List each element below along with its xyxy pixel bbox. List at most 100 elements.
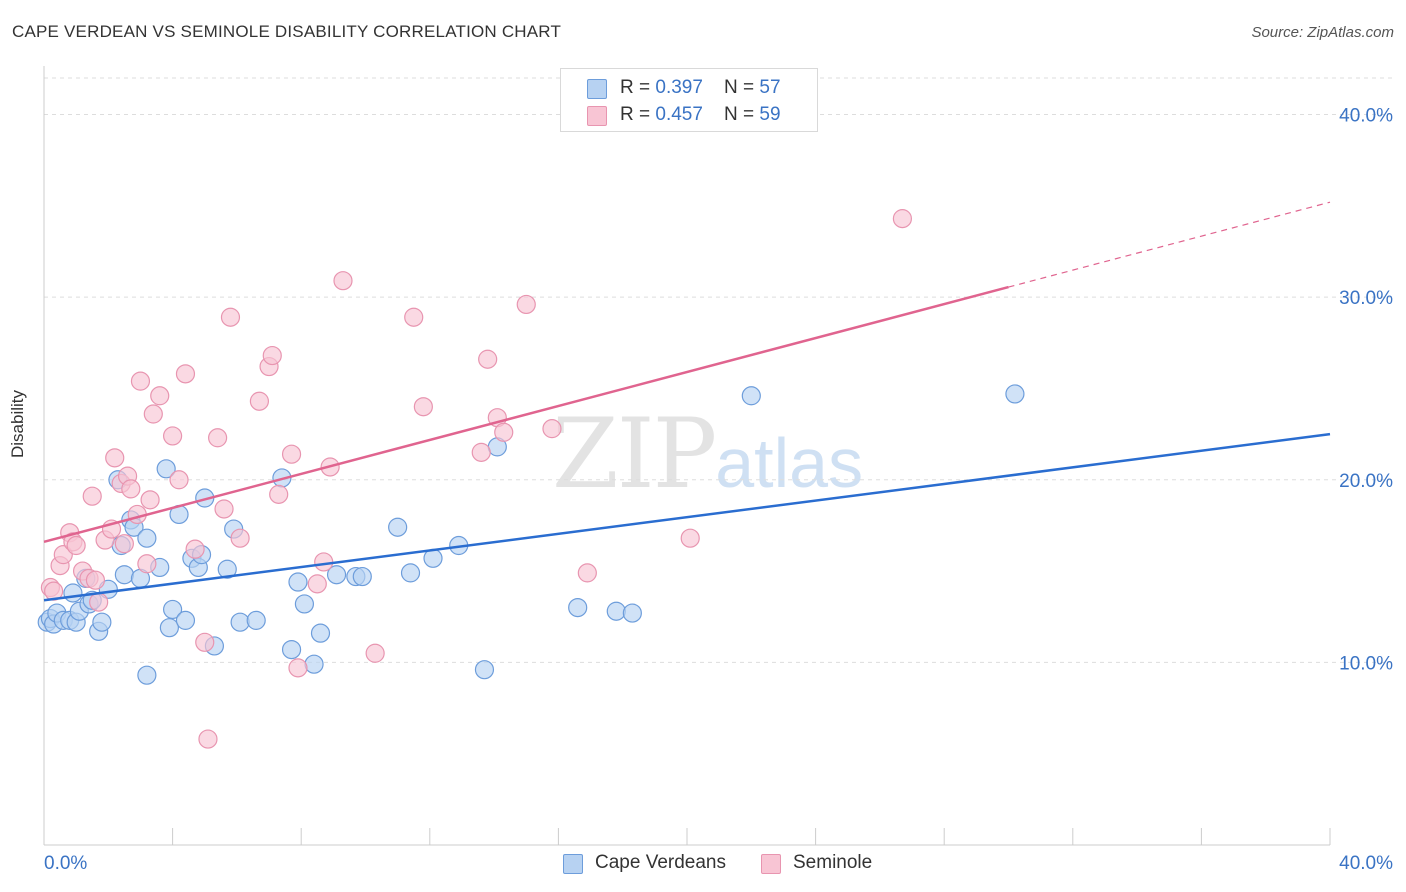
cape-verdeans-point — [246, 610, 266, 630]
source-credit: Source: ZipAtlas.com — [1251, 24, 1394, 41]
trend-lines — [43, 201, 1331, 602]
seminole-point — [105, 448, 125, 468]
cape-verdeans-point — [137, 665, 157, 685]
seminole-points — [40, 209, 913, 749]
cape-verdeans-point — [568, 597, 588, 618]
tick-labels: 10.0% 20.0% 30.0% 40.0% 0.0% 40.0% — [44, 106, 1393, 874]
seminole-point — [314, 552, 334, 572]
seminole-point — [66, 535, 86, 556]
y-axis-label: Disability — [8, 389, 27, 458]
cape-verdeans-point — [388, 517, 408, 537]
seminole-point — [230, 528, 250, 548]
seminole-point — [413, 397, 433, 417]
cape-verdeans-point — [175, 610, 196, 630]
cape-verdeans-point — [163, 599, 183, 620]
seminole-point — [140, 490, 160, 510]
legend-swatch-blue — [587, 79, 607, 99]
watermark-atlas: atlas — [715, 424, 864, 502]
cape-verdeans-point — [281, 639, 302, 660]
cape-verdeans-point — [474, 660, 495, 680]
cape-verdeans-point — [156, 459, 176, 479]
y-tick-label: 40.0% — [1339, 106, 1393, 127]
seminole-point — [195, 632, 215, 652]
legend-n-value: 59 — [759, 104, 781, 125]
legend-r-value: 0.457 — [655, 104, 703, 125]
legend-r-label: R = — [620, 104, 656, 125]
cape-verdeans-point — [92, 612, 112, 632]
cape-verdeans-point — [741, 386, 761, 406]
correlation-legend: R = 0.397 N = 57 R = 0.457 N = 59 — [560, 68, 818, 132]
cape-verdeans-point — [304, 654, 324, 674]
seminole-point — [214, 499, 234, 519]
seminole-point — [85, 570, 106, 590]
seminole-point — [281, 444, 302, 464]
seminole-point — [208, 428, 228, 448]
legend-r-label: R = — [620, 77, 656, 98]
bottom-legend-swatch-blue — [563, 854, 583, 874]
seminole-point — [542, 419, 562, 439]
cape-verdeans-points — [37, 384, 1025, 685]
seminole-point — [269, 484, 289, 504]
legend-r-value: 0.397 — [655, 77, 703, 98]
seminole-point — [150, 386, 170, 406]
seminole-point — [494, 422, 514, 442]
seminole-point — [249, 391, 270, 411]
seminole-point — [365, 643, 385, 663]
seminole-point — [89, 592, 109, 612]
seminole-point — [680, 528, 700, 548]
watermark-zip: ZIP — [552, 398, 717, 510]
cape-verdeans-point — [1005, 384, 1025, 404]
seminole-point — [307, 574, 327, 594]
seminole-point — [262, 345, 282, 366]
bottom-legend-label: Cape Verdeans — [595, 852, 726, 873]
cape-verdeans-point — [310, 623, 331, 643]
axes — [43, 66, 1331, 846]
seminole-point — [121, 479, 141, 499]
bottom-legend-swatch-pink — [761, 854, 781, 874]
legend-n-label: N = — [724, 104, 760, 125]
seminole-point — [471, 442, 491, 462]
seminole-point — [137, 554, 157, 574]
seminole-point — [333, 271, 353, 291]
cape-verdeans-point — [230, 612, 250, 632]
legend-n-value: 57 — [759, 77, 781, 98]
seminole-point — [163, 426, 183, 446]
seminole-point — [404, 307, 424, 327]
cape-verdeans-point — [294, 594, 315, 614]
legend-n-label: N = — [724, 77, 760, 98]
cape-verdeans-point — [217, 559, 237, 579]
seminole-point — [130, 371, 151, 391]
seminole-point — [185, 539, 205, 559]
y-tick-label: 30.0% — [1339, 288, 1393, 309]
seminole-point — [143, 404, 163, 424]
x-tick-label-max: 40.0% — [1339, 853, 1393, 874]
cape-verdeans-trend-line — [43, 432, 1331, 602]
seminole-point — [478, 349, 498, 369]
seminole-point — [288, 658, 308, 678]
cape-verdeans-point — [622, 603, 642, 623]
cape-verdeans-point — [400, 563, 421, 583]
seminole-point — [577, 563, 597, 583]
seminole-point — [169, 470, 189, 490]
cape-verdeans-point — [159, 618, 179, 638]
cape-verdeans-point — [606, 601, 626, 621]
cape-verdeans-point — [137, 528, 157, 548]
cape-verdeans-point — [288, 572, 308, 592]
watermark: ZIPatlas — [552, 398, 863, 510]
cape-verdeans-point — [326, 565, 347, 585]
cape-verdeans-point — [63, 583, 83, 603]
x-tick-label-min: 0.0% — [44, 853, 87, 874]
seminole-point — [175, 364, 196, 384]
y-tick-label: 20.0% — [1339, 471, 1393, 492]
seminole-point — [516, 294, 536, 315]
seminole-point — [220, 307, 241, 327]
seminole-point — [198, 729, 218, 749]
legend-swatch-pink — [587, 106, 607, 126]
seminole-point — [82, 486, 102, 506]
cape-verdeans-point — [352, 566, 372, 587]
cape-verdeans-point — [114, 565, 134, 585]
seminole-trend-line — [43, 285, 1009, 544]
seminole-point — [114, 534, 134, 554]
chart-title: CAPE VERDEAN VS SEMINOLE DISABILITY CORR… — [12, 22, 562, 41]
